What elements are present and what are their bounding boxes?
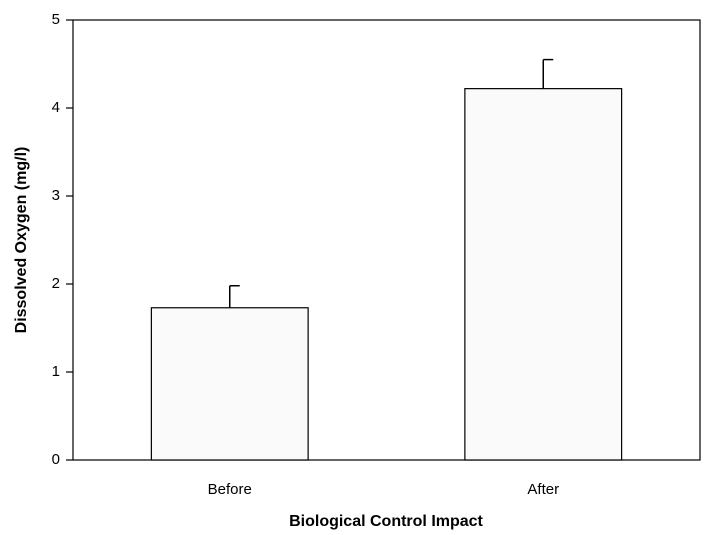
error-bar — [542, 58, 554, 89]
y-tick-label: 4 — [52, 99, 60, 116]
error-bar — [229, 285, 240, 308]
plot-frame — [72, 19, 701, 461]
x-tick-label: After — [527, 481, 559, 498]
y-tick-label: 5 — [52, 11, 60, 28]
x-axis-label: Biological Control Impact — [289, 513, 483, 530]
y-tick-label: 0 — [52, 451, 60, 468]
x-tick-label: Before — [208, 481, 252, 498]
bar — [464, 88, 623, 461]
y-tick-label: 1 — [52, 363, 60, 380]
y-tick-label: 2 — [52, 275, 60, 292]
y-tick-label: 3 — [52, 187, 60, 204]
bar — [150, 307, 309, 461]
y-axis-label: Dissolved Oxygen (mg/l) — [13, 147, 30, 334]
